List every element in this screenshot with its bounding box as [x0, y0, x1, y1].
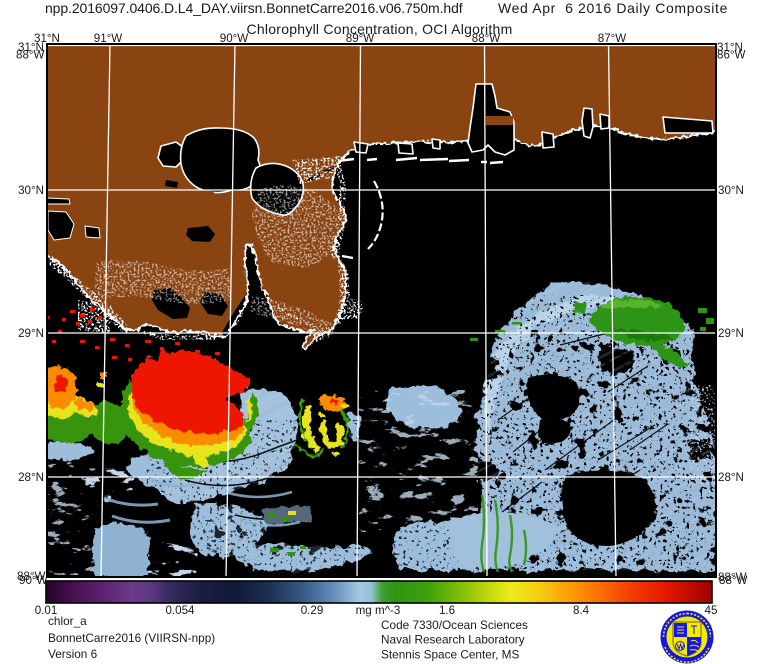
svg-text:1.6: 1.6 [439, 604, 455, 617]
svg-text:90°W: 90°W [19, 574, 48, 587]
svg-text:91°W: 91°W [94, 32, 123, 45]
svg-text:28°N: 28°N [718, 471, 744, 484]
svg-text:BonnetCarre2016 (VIIRSN-npp): BonnetCarre2016 (VIIRSN-npp) [48, 631, 215, 645]
svg-text:29°N: 29°N [18, 327, 44, 340]
svg-text:chlor_a: chlor_a [48, 614, 87, 628]
svg-text:Version 6: Version 6 [48, 647, 98, 661]
svg-text:45: 45 [705, 604, 718, 617]
svg-text:29°N: 29°N [718, 327, 744, 340]
svg-text:0.29: 0.29 [301, 604, 324, 617]
svg-text:8.4: 8.4 [573, 604, 590, 617]
svg-text:88°W: 88°W [718, 571, 747, 584]
svg-text:88°W: 88°W [472, 32, 501, 45]
svg-text:Naval Research Laboratory: Naval Research Laboratory [381, 633, 525, 647]
svg-text:Chlorophyll Concentration, OCI: Chlorophyll Concentration, OCI Algorithm [247, 21, 513, 37]
svg-text:npp.2016097.0406.D.L4_DAY.viir: npp.2016097.0406.D.L4_DAY.viirsn.BonnetC… [45, 0, 463, 16]
svg-text:31°N: 31°N [18, 41, 44, 54]
svg-text:30°N: 30°N [18, 184, 44, 197]
svg-text:31°N: 31°N [34, 32, 60, 45]
svg-text:Stennis Space Center, MS: Stennis Space Center, MS [381, 648, 519, 662]
svg-text:88°W: 88°W [719, 574, 748, 587]
svg-text:89°W: 89°W [346, 32, 375, 45]
svg-text:88°W: 88°W [16, 49, 45, 62]
svg-text:87°W: 87°W [598, 32, 627, 45]
svg-text:88°W: 88°W [17, 570, 46, 583]
svg-text:86°W: 86°W [717, 49, 746, 62]
svg-text:30°N: 30°N [718, 184, 744, 197]
svg-text:90°W: 90°W [220, 32, 249, 45]
svg-text:28°N: 28°N [18, 471, 44, 484]
svg-text:0.01: 0.01 [35, 604, 58, 617]
svg-text:Wed Apr 6 2016 Daily Composit: Wed Apr 6 2016 Daily Composite [498, 0, 728, 16]
svg-text:Code 7330/Ocean Sciences: Code 7330/Ocean Sciences [381, 618, 528, 632]
svg-text:mg m^-3: mg m^-3 [356, 604, 401, 617]
svg-text:0.054: 0.054 [165, 604, 195, 617]
svg-text:31°N: 31°N [717, 41, 743, 54]
